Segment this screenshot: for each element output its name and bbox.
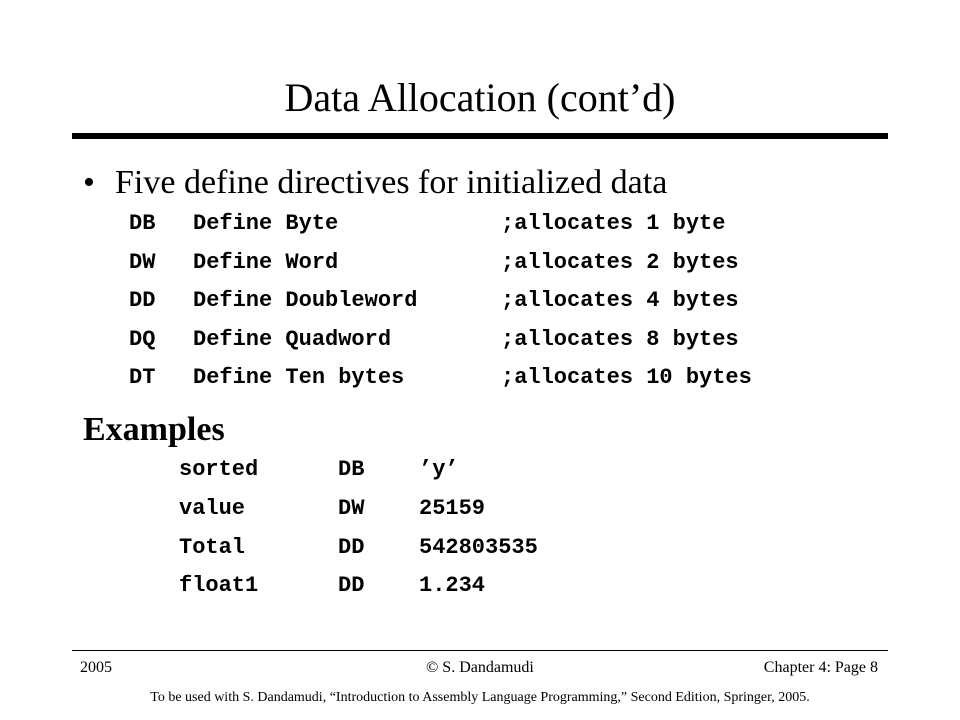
example-directive: DD bbox=[338, 573, 365, 598]
directive-name: Define Word bbox=[193, 250, 339, 275]
example-label: value bbox=[179, 496, 246, 521]
footer-author: © S. Dandamudi bbox=[426, 659, 534, 676]
directive-name: Define Byte bbox=[193, 211, 339, 236]
examples-heading: Examples bbox=[83, 411, 225, 448]
directive-code: DB bbox=[129, 211, 156, 236]
footer-note: To be used with S. Dandamudi, “Introduct… bbox=[150, 690, 810, 705]
directive-comment: ;allocates 2 bytes bbox=[501, 250, 739, 275]
directive-code: DQ bbox=[129, 327, 156, 352]
example-directive: DW bbox=[338, 496, 365, 521]
example-label: sorted bbox=[179, 457, 259, 482]
footer-divider bbox=[72, 650, 888, 651]
directive-comment: ;allocates 10 bytes bbox=[501, 365, 752, 390]
directive-comment: ;allocates 1 byte bbox=[501, 211, 726, 236]
footer-year: 2005 bbox=[80, 659, 112, 676]
directive-name: Define Ten bytes bbox=[193, 365, 405, 390]
example-value: 25159 bbox=[419, 496, 486, 521]
example-label: Total bbox=[179, 535, 246, 560]
example-value: ’y’ bbox=[419, 457, 459, 482]
example-directive: DB bbox=[338, 457, 365, 482]
example-value: 542803535 bbox=[419, 535, 538, 560]
directive-code: DT bbox=[129, 365, 156, 390]
example-directive: DD bbox=[338, 535, 365, 560]
directive-comment: ;allocates 4 bytes bbox=[501, 288, 739, 313]
directive-name: Define Doubleword bbox=[193, 288, 418, 313]
footer-page-number: Chapter 4: Page 8 bbox=[763, 659, 878, 676]
directive-code: DW bbox=[129, 250, 156, 275]
example-label: float1 bbox=[179, 573, 259, 598]
directive-comment: ;allocates 8 bytes bbox=[501, 327, 739, 352]
title-underline bbox=[72, 133, 888, 139]
bullet-marker: • bbox=[83, 164, 95, 201]
bullet-text: Five define directives for initialized d… bbox=[115, 164, 668, 201]
directive-code: DD bbox=[129, 288, 156, 313]
slide-title: Data Allocation (cont’d) bbox=[284, 75, 676, 120]
bullet-item: • Five define directives for initialized … bbox=[83, 160, 667, 206]
directive-name: Define Quadword bbox=[193, 327, 392, 352]
example-value: 1.234 bbox=[419, 573, 486, 598]
